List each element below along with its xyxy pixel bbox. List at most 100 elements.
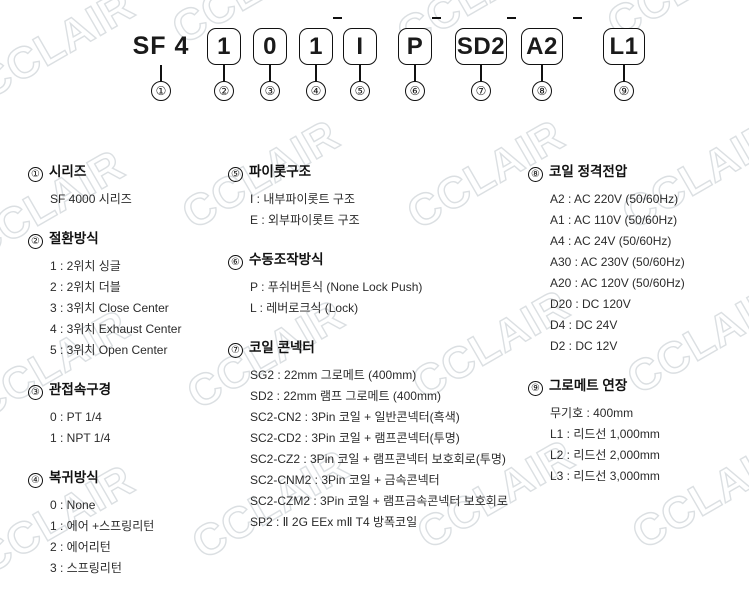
code-segment-value: 1 bbox=[299, 28, 333, 65]
legend-item: 무기호 : 400mm bbox=[550, 406, 634, 420]
code-segment-1[interactable]: SF 4 ① bbox=[130, 28, 192, 101]
code-segment-index: ⑨ bbox=[614, 81, 634, 101]
legend-item: L1 : 리드선 1,000mm bbox=[550, 427, 660, 441]
code-separator-dash-1 bbox=[333, 17, 342, 19]
legend-item: SC2-CNM2 : 3Pin 코일 + 금속콘넥터 bbox=[250, 473, 440, 487]
legend-section: ③ 관접속구경 0 : PT 1/4 1 : NPT 1/4 bbox=[28, 378, 228, 449]
code-segment-index: ⑧ bbox=[532, 81, 552, 101]
legend-item: 3 : 3위치 Close Center bbox=[50, 301, 169, 315]
legend-section-header: ⑤ 파이롯구조 bbox=[228, 160, 513, 182]
legend-section-index: ⑤ bbox=[228, 167, 243, 182]
code-segment-index: ④ bbox=[306, 81, 326, 101]
legend-section-index: ④ bbox=[28, 473, 43, 488]
legend-item: D4 : DC 24V bbox=[550, 318, 618, 332]
legend-section-title: 파이롯구조 bbox=[249, 164, 312, 179]
legend-section-title: 복귀방식 bbox=[49, 470, 99, 485]
legend-item: 4 : 3위치 Exhaust Center bbox=[50, 322, 182, 336]
leader-line bbox=[414, 65, 416, 81]
legend-item: SC2-CZ2 : 3Pin 코일 + 램프콘넥터 보호회로(투명) bbox=[250, 452, 506, 466]
code-segment-index: ⑦ bbox=[471, 81, 491, 101]
legend-section-index: ⑧ bbox=[528, 167, 543, 182]
legend-section-index: ⑥ bbox=[228, 255, 243, 270]
legend-item: A4 : AC 24V (50/60Hz) bbox=[550, 234, 672, 248]
code-separator-dash-2 bbox=[432, 17, 441, 19]
legend-item: SC2-CN2 : 3Pin 코일 + 일반콘넥터(흑색) bbox=[250, 410, 460, 424]
legend-section-items: SG2 : 22mm 그로메트 (400mm) SD2 : 22mm 램프 그로메… bbox=[228, 365, 513, 533]
legend-section-items: I : 내부파이롯트 구조 E : 외부파이롯트 구조 bbox=[228, 189, 513, 231]
legend-column-3: ⑧ 코일 정격전압 A2 : AC 220V (50/60Hz) A1 : AC 11… bbox=[528, 160, 743, 504]
legend-item: 2 : 2위치 더블 bbox=[50, 280, 121, 294]
legend-section-header: ⑨ 그로메트 연장 bbox=[528, 374, 743, 396]
code-segment-index: ② bbox=[214, 81, 234, 101]
legend-section-title: 관접속구경 bbox=[49, 382, 112, 397]
code-segment-index: ① bbox=[151, 81, 171, 101]
code-segment-index: ⑥ bbox=[405, 81, 425, 101]
legend-item: E : 외부파이롯트 구조 bbox=[250, 213, 360, 227]
leader-line bbox=[223, 65, 225, 81]
legend-item: A2 : AC 220V (50/60Hz) bbox=[550, 192, 679, 206]
code-segment-value: I bbox=[343, 28, 377, 65]
code-segment-value: SF 4 bbox=[132, 32, 190, 60]
code-segment-index: ⑤ bbox=[350, 81, 370, 101]
legend-section: ⑥ 수동조작방식 P : 푸쉬버튼식 (None Lock Push) L : 레버로… bbox=[228, 248, 513, 319]
legend-item: 0 : PT 1/4 bbox=[50, 410, 102, 424]
legend-section-items: 무기호 : 400mm L1 : 리드선 1,000mm L2 : 리드선 2,00… bbox=[528, 403, 743, 487]
code-segment-value: P bbox=[398, 28, 432, 65]
legend-item: 5 : 3위치 Open Center bbox=[50, 343, 168, 357]
legend-section-items: SF 4000 시리즈 bbox=[28, 189, 228, 210]
legend-section-title: 시리즈 bbox=[49, 164, 87, 179]
legend-section-index: ③ bbox=[28, 385, 43, 400]
legend-section-title: 수동조작방식 bbox=[249, 252, 324, 267]
product-code-string: SF 4 ① 1 ② 0 ③ 1 ④ I ⑤ P ⑥ SD2 ⑦ A2 ⑧ L1 ⑨ bbox=[0, 0, 749, 130]
code-segment-value: SD2 bbox=[455, 28, 507, 65]
code-separator-dash-4 bbox=[573, 17, 582, 19]
legend-section-items: 0 : None 1 : 에어 +스프링리턴 2 : 에어리턴 3 : 스프링리턴 bbox=[28, 495, 228, 579]
legend-section-header: ② 절환방식 bbox=[28, 227, 228, 249]
legend-item: 1 : NPT 1/4 bbox=[50, 431, 111, 445]
legend-item: SP2 : Ⅱ 2G EEx mⅡ T4 방폭코일 bbox=[250, 515, 418, 529]
legend-item: SC2-CZM2 : 3Pin 코일 + 램프금속콘넥터 보호회로 bbox=[250, 494, 508, 508]
legend-section: ⑤ 파이롯구조 I : 내부파이롯트 구조 E : 외부파이롯트 구조 bbox=[228, 160, 513, 231]
legend-item: 2 : 에어리턴 bbox=[50, 540, 111, 554]
legend-item: 1 : 2위치 싱글 bbox=[50, 259, 121, 273]
code-segment-9[interactable]: L1 ⑨ bbox=[603, 28, 645, 101]
legend-section-title: 그로메트 연장 bbox=[549, 378, 628, 393]
legend-section-title: 절환방식 bbox=[49, 231, 99, 246]
legend-section-index: ② bbox=[28, 234, 43, 249]
legend-section-title: 코일 정격전압 bbox=[549, 164, 628, 179]
legend-item: SC2-CD2 : 3Pin 코일 + 램프콘넥터(투명) bbox=[250, 431, 460, 445]
legend-section: ⑧ 코일 정격전압 A2 : AC 220V (50/60Hz) A1 : AC 11… bbox=[528, 160, 743, 357]
legend-item: A30 : AC 230V (50/60Hz) bbox=[550, 255, 685, 269]
legend-item: 1 : 에어 +스프링리턴 bbox=[50, 519, 155, 533]
code-segment-value: A2 bbox=[521, 28, 563, 65]
leader-line bbox=[480, 65, 482, 81]
legend-section-header: ⑧ 코일 정격전압 bbox=[528, 160, 743, 182]
code-separator-dash-3 bbox=[507, 17, 516, 19]
legend-section-header: ⑥ 수동조작방식 bbox=[228, 248, 513, 270]
legend-item: L2 : 리드선 2,000mm bbox=[550, 448, 660, 462]
legend-section-index: ⑦ bbox=[228, 343, 243, 358]
legend-section-header: ③ 관접속구경 bbox=[28, 378, 228, 400]
legend-section: ⑦ 코일 콘넥터 SG2 : 22mm 그로메트 (400mm) SD2 : 22mm… bbox=[228, 336, 513, 533]
legend-section-items: P : 푸쉬버튼식 (None Lock Push) L : 레버로크식 (Loc… bbox=[228, 277, 513, 319]
legend-item: L3 : 리드선 3,000mm bbox=[550, 469, 660, 483]
leader-line bbox=[269, 65, 271, 81]
legend-section-items: 0 : PT 1/4 1 : NPT 1/4 bbox=[28, 407, 228, 449]
leader-line bbox=[359, 65, 361, 81]
legend-section: ① 시리즈 SF 4000 시리즈 bbox=[28, 160, 228, 210]
legend-item: D2 : DC 12V bbox=[550, 339, 618, 353]
legend-item: 3 : 스프링리턴 bbox=[50, 561, 122, 575]
code-segment-8[interactable]: A2 ⑧ bbox=[521, 28, 563, 101]
leader-line bbox=[160, 65, 162, 81]
legend-section-title: 코일 콘넥터 bbox=[249, 340, 315, 355]
legend-item: A1 : AC 110V (50/60Hz) bbox=[550, 213, 678, 227]
legend-column-1: ① 시리즈 SF 4000 시리즈 ② 절환방식 1 : 2위치 싱글 2 : 2위치 더블… bbox=[28, 160, 228, 596]
legend-section: ④ 복귀방식 0 : None 1 : 에어 +스프링리턴 2 : 에어리턴 3 : 스프… bbox=[28, 466, 228, 579]
code-segment-7[interactable]: SD2 ⑦ bbox=[455, 28, 507, 101]
legend-section-items: 1 : 2위치 싱글 2 : 2위치 더블 3 : 3위치 Close Center… bbox=[28, 256, 228, 361]
